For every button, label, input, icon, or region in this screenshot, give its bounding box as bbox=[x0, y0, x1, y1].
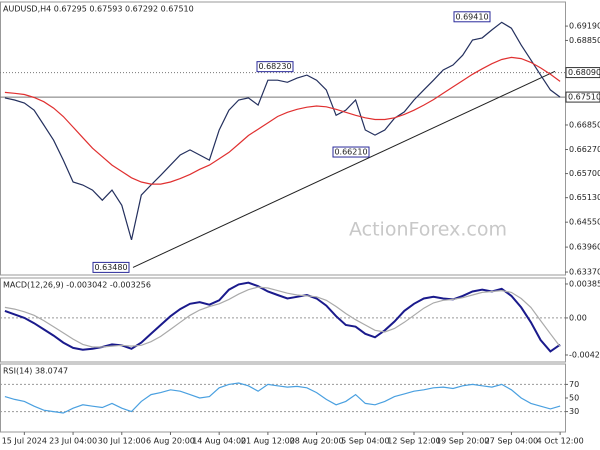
price-box bbox=[565, 67, 600, 79]
x-tick-label: 27 Sep 04:00 bbox=[485, 437, 538, 446]
annotation-box bbox=[332, 146, 370, 158]
x-tick-label: 19 Sep 20:00 bbox=[436, 437, 489, 446]
y-tick-label: 0.65130 bbox=[569, 193, 600, 202]
y-tick-label: 0.63370 bbox=[569, 268, 600, 277]
y-tick-label: 0.63960 bbox=[569, 243, 600, 252]
x-tick-label: 28 Aug 20:00 bbox=[290, 437, 344, 446]
price-box-label: 0.68090 bbox=[568, 68, 600, 77]
y-tick-label: -0.004204 bbox=[569, 350, 600, 359]
panel-frame bbox=[0, 277, 566, 363]
panel-title: AUDUSD,H4 0.67295 0.67593 0.67292 0.6751… bbox=[3, 5, 194, 14]
panel-frame bbox=[0, 1, 566, 276]
trendline bbox=[132, 70, 556, 268]
annotation-label: 0.66210 bbox=[334, 148, 367, 157]
series-line bbox=[4, 382, 561, 414]
x-tick-label: 30 Jul 12:00 bbox=[98, 437, 146, 446]
annotation-label: 0.63480 bbox=[94, 263, 127, 272]
series-line bbox=[4, 286, 561, 348]
y-tick-label: 30 bbox=[569, 407, 579, 416]
y-tick-label: 70 bbox=[569, 380, 579, 389]
x-tick-label: 4 Oct 12:00 bbox=[537, 437, 584, 446]
y-tick-label: 0.68850 bbox=[569, 36, 600, 45]
annotation-box bbox=[256, 61, 294, 73]
y-tick-label: 0.66270 bbox=[569, 145, 600, 154]
x-tick-label: 14 Aug 04:00 bbox=[192, 437, 246, 446]
y-tick-label: 0.65700 bbox=[569, 169, 600, 178]
x-tick-label: 12 Sep 12:00 bbox=[387, 437, 440, 446]
panel-frame bbox=[0, 363, 566, 433]
annotation-label: 0.68230 bbox=[258, 62, 291, 71]
series-line bbox=[4, 56, 561, 185]
annotation-box bbox=[92, 261, 130, 273]
x-tick-label: 5 Sep 04:00 bbox=[341, 437, 389, 446]
y-tick-label: 0.69190 bbox=[569, 22, 600, 31]
annotation-label: 0.69410 bbox=[455, 12, 488, 21]
x-tick-label: 21 Aug 12:00 bbox=[241, 437, 295, 446]
annotation-box bbox=[453, 11, 491, 23]
y-tick-label: 0.64550 bbox=[569, 218, 600, 227]
x-tick-label: 23 Jul 04:00 bbox=[49, 437, 97, 446]
series-line bbox=[4, 281, 561, 353]
series-line bbox=[4, 21, 561, 241]
y-tick-label: 50 bbox=[569, 394, 579, 403]
x-tick-label: 15 Jul 2024 bbox=[2, 437, 47, 446]
panel-title: MACD(12,26,9) -0.003042 -0.003256 bbox=[3, 281, 151, 290]
price-box-label: 0.67510 bbox=[568, 93, 600, 102]
watermark: ActionForex.com bbox=[349, 219, 507, 241]
y-tick-label: 0.66850 bbox=[569, 120, 600, 129]
price-box bbox=[565, 91, 600, 103]
panel-title: RSI(14) 38.0747 bbox=[3, 367, 68, 376]
y-tick-label: 0.00 bbox=[569, 313, 587, 322]
y-tick-label: 0.003852 bbox=[569, 279, 600, 288]
x-tick-label: 6 Aug 20:00 bbox=[146, 437, 195, 446]
